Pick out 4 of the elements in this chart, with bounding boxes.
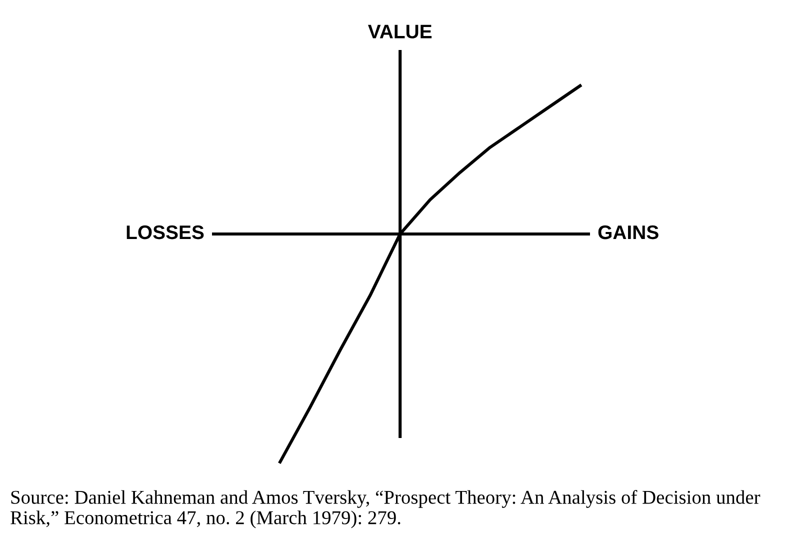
source-note: Source: Daniel Kahneman and Amos Tversky, “Prospect Theory: An Analysis of Decision under Risk,” Econometrica 47, no. 2 (March 1979): 279. (10, 490, 760, 528)
y-axis-title: VALUE (368, 24, 432, 38)
text: LOSSES (126, 225, 204, 240)
x-axis-title: GAINS (598, 225, 658, 240)
